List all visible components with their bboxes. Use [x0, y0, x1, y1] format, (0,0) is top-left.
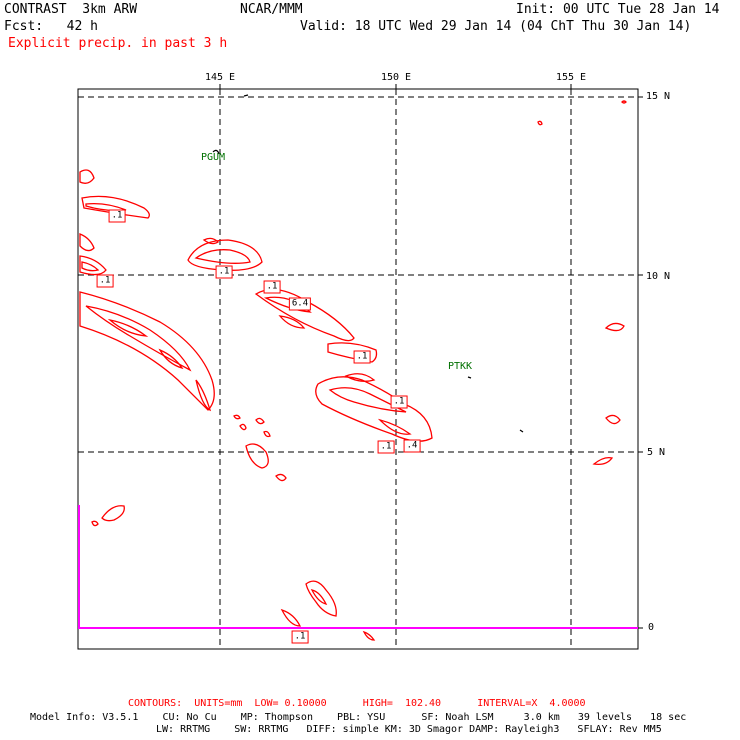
contour-label: .1 [353, 350, 371, 364]
lat-label-15n: 15 N [645, 91, 671, 102]
contour-label: .1 [390, 395, 408, 409]
contour-label: .1 [377, 440, 395, 454]
graticule [78, 89, 638, 649]
lat-label-10n: 10 N [645, 271, 671, 282]
lat-label-5n: 5 N [646, 447, 666, 458]
lon-label-150e: 150 E [380, 72, 412, 83]
contour-label: .1 [215, 265, 233, 279]
init-time: Init: 00 UTC Tue 28 Jan 14 [516, 2, 720, 17]
field-description: Explicit precip. in past 3 h [8, 36, 228, 51]
contour-info: CONTOURS: UNITS=mm LOW= 0.10000 HIGH= 10… [128, 698, 586, 709]
contour-label: .1 [291, 630, 309, 644]
contour-label: .4 [403, 439, 421, 453]
lon-label-155e: 155 E [555, 72, 587, 83]
contour-label: .1 [108, 209, 126, 223]
model-info-line2: LW: RRTMG SW: RRTMG DIFF: simple KM: 3D … [156, 724, 662, 735]
tick-marks [219, 84, 643, 629]
station-pgum: PGUM [200, 152, 226, 163]
lat-label-0: 0 [647, 622, 655, 633]
model-info-line1: Model Info: V3.5.1 CU: No Cu MP: Thompso… [30, 712, 687, 723]
map-frame [77, 88, 639, 650]
coastlines [212, 94, 524, 433]
forecast-hour: Fcst: 42 h [4, 19, 98, 34]
contour-label: .1 [263, 280, 281, 294]
contour-label: 6.4 [288, 297, 312, 311]
contour-label: .1 [96, 274, 114, 288]
model-title: CONTRAST 3km ARW [4, 2, 138, 17]
precip-contours [79, 100, 627, 641]
valid-time: Valid: 18 UTC Wed 29 Jan 14 (04 ChT Thu … [300, 19, 692, 34]
lon-label-145e: 145 E [204, 72, 236, 83]
institution-label: NCAR/MMM [240, 2, 303, 17]
station-ptkk: PTKK [447, 361, 473, 372]
